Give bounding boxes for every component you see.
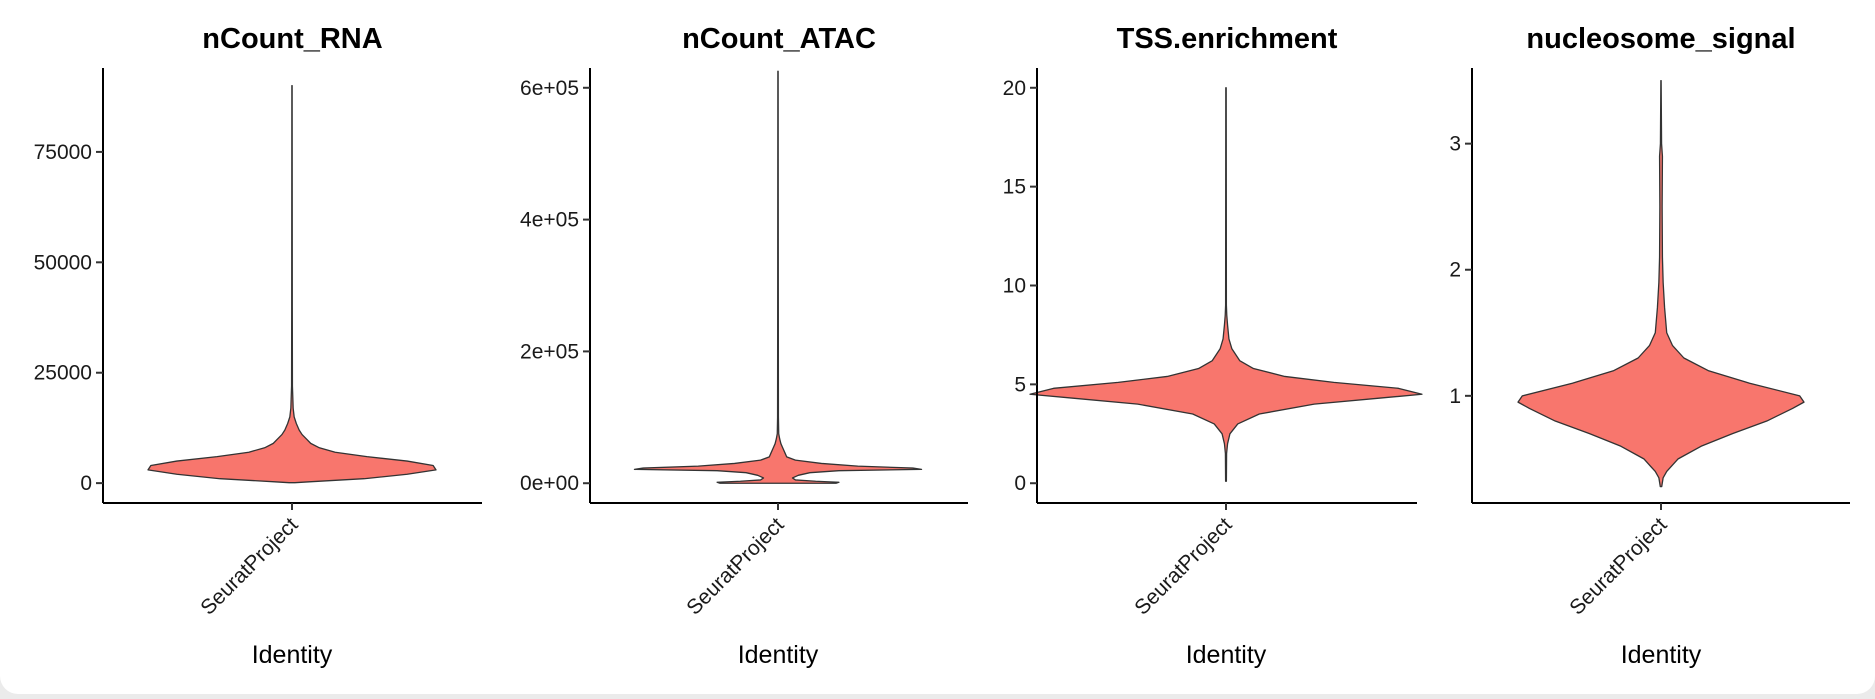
panel-title: nCount_ATAC [682, 23, 876, 55]
y-tick-label: 6e+05 [520, 77, 579, 100]
x-tick-label: SeuratProject [1130, 513, 1236, 619]
y-tick-label: 2e+05 [520, 340, 579, 363]
y-tick-label: 0 [1014, 472, 1026, 495]
panel-ncount-atac: 0e+00 2e+05 4e+05 6e+05 SeuratProject nCount_… [520, 23, 968, 669]
y-tick-label: 5 [1014, 373, 1026, 396]
panel-ncount-rna: 0 25000 50000 75000 SeuratProject nCount_RNA I… [34, 23, 482, 669]
x-axis-label: Identity [1621, 641, 1702, 669]
y-tick-label: 0 [80, 472, 92, 495]
x-axis-label: Identity [738, 641, 819, 669]
y-tick-label: 10 [1003, 275, 1026, 298]
violin-shape [633, 70, 923, 484]
violin-shape [1517, 79, 1805, 488]
y-tick-label: 2 [1449, 259, 1461, 282]
y-tick-label: 15 [1003, 176, 1026, 199]
violin-shape [1029, 87, 1423, 482]
y-tick-label: 1 [1449, 385, 1461, 408]
y-tick-label: 50000 [34, 251, 92, 274]
x-tick-label: SeuratProject [682, 513, 788, 619]
x-tick-label: SeuratProject [1565, 513, 1671, 619]
panel-tss-enrichment: 0 5 10 15 20 SeuratProject TSS.enrichment Ident… [1003, 23, 1423, 669]
y-tick-label: 75000 [34, 141, 92, 164]
panel-title: nCount_RNA [202, 23, 382, 55]
panel-nucleosome-signal: 1 2 3 SeuratProject nucleosome_signal Identit… [1449, 23, 1850, 669]
panel-title: nucleosome_signal [1526, 23, 1795, 55]
x-axis-label: Identity [252, 641, 333, 669]
x-tick-label: SeuratProject [196, 513, 302, 619]
y-tick-label: 3 [1449, 133, 1461, 156]
y-tick-label: 20 [1003, 77, 1026, 100]
y-tick-label: 25000 [34, 362, 92, 385]
y-tick-label: 4e+05 [520, 209, 579, 232]
x-axis-label: Identity [1186, 641, 1267, 669]
y-tick-label: 0e+00 [520, 472, 579, 495]
violin-shape [147, 85, 437, 484]
panel-title: TSS.enrichment [1117, 23, 1338, 55]
